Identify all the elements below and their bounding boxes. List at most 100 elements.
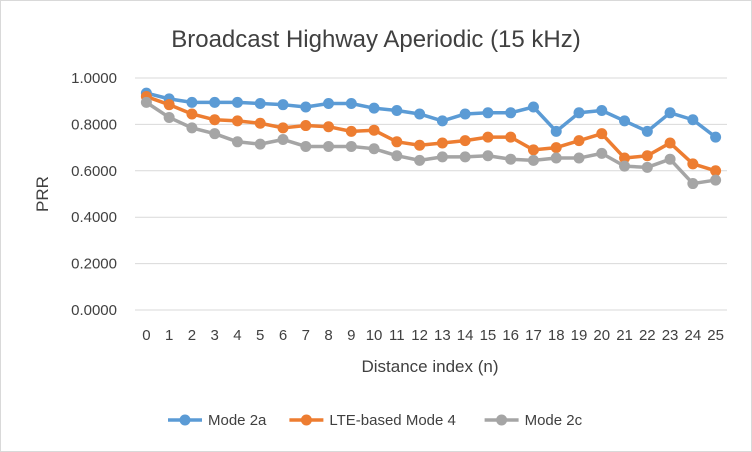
x-tick-label: 25 xyxy=(707,327,724,344)
data-point xyxy=(641,150,653,162)
x-tick-label: 15 xyxy=(480,327,497,344)
x-tick-label: 18 xyxy=(548,327,565,344)
x-tick-label: 21 xyxy=(616,327,633,344)
x-tick-label: 14 xyxy=(457,327,474,344)
data-point xyxy=(300,120,312,132)
legend-swatch-marker xyxy=(179,414,191,426)
data-point xyxy=(664,153,676,165)
data-point xyxy=(550,125,562,137)
x-tick-label: 20 xyxy=(593,327,610,344)
data-point xyxy=(619,115,631,127)
data-point xyxy=(186,122,198,134)
x-tick-label: 9 xyxy=(347,327,355,344)
data-point xyxy=(231,96,243,108)
data-point xyxy=(300,101,312,113)
legend-item: LTE-based Mode 4 xyxy=(289,412,456,429)
data-point xyxy=(459,151,471,163)
x-tick-label: 12 xyxy=(411,327,428,344)
legend: Mode 2a LTE-based Mode 4 Mode 2c xyxy=(168,412,583,429)
x-tick-label: 19 xyxy=(571,327,588,344)
x-tick-label: 11 xyxy=(389,327,405,344)
data-point xyxy=(459,108,471,120)
data-point xyxy=(573,152,585,164)
legend-label: Mode 2a xyxy=(208,412,267,429)
data-point xyxy=(436,137,448,149)
legend-swatch-marker xyxy=(300,414,312,426)
data-point xyxy=(414,139,426,151)
data-point xyxy=(664,137,676,149)
data-point xyxy=(209,128,221,140)
data-point xyxy=(368,143,380,155)
data-point xyxy=(414,154,426,166)
x-axis-ticks: 0 1 2 3 4 5 6 7 8 9 10 11 12 13 14 15 16 17 18 19 20 21 22 23 24… xyxy=(142,327,724,344)
data-point xyxy=(323,140,335,152)
data-point xyxy=(527,144,539,156)
data-point xyxy=(254,98,266,110)
data-point xyxy=(140,96,152,108)
y-tick-label: 0.2000 xyxy=(71,256,117,273)
data-point xyxy=(345,140,357,152)
data-point xyxy=(482,150,494,162)
data-point xyxy=(391,104,403,116)
data-point xyxy=(505,107,517,119)
y-tick-label: 0.8000 xyxy=(71,116,117,133)
data-point xyxy=(209,114,221,126)
data-point xyxy=(619,160,631,172)
series-lte-based-mode-4 xyxy=(140,91,722,177)
chart-title: Broadcast Highway Aperiodic (15 kHz) xyxy=(171,26,581,53)
data-point xyxy=(323,121,335,133)
x-tick-label: 10 xyxy=(366,327,383,344)
data-point xyxy=(323,98,335,110)
legend-label: LTE-based Mode 4 xyxy=(329,412,455,429)
data-point xyxy=(391,136,403,148)
y-tick-label: 0.6000 xyxy=(71,163,117,180)
legend-label: Mode 2c xyxy=(525,412,583,429)
x-tick-label: 17 xyxy=(525,327,542,344)
x-tick-label: 3 xyxy=(211,327,219,344)
data-point xyxy=(596,128,608,140)
data-point xyxy=(414,108,426,120)
data-point xyxy=(505,153,517,165)
data-point xyxy=(277,99,289,111)
data-point xyxy=(436,115,448,127)
data-point xyxy=(209,96,221,108)
data-point xyxy=(641,125,653,137)
data-point xyxy=(596,104,608,116)
x-tick-label: 0 xyxy=(142,327,150,344)
legend-item: Mode 2a xyxy=(168,412,267,429)
data-point xyxy=(550,152,562,164)
y-tick-label: 1.0000 xyxy=(71,70,117,87)
x-axis-label: Distance index (n) xyxy=(361,357,498,376)
data-point xyxy=(482,107,494,119)
legend-swatch-marker xyxy=(496,414,508,426)
series-mode-2c xyxy=(140,96,722,190)
y-axis-label: PRR xyxy=(33,176,52,212)
data-point xyxy=(550,142,562,154)
data-point xyxy=(710,131,722,143)
y-tick-label: 0.0000 xyxy=(71,302,117,319)
data-point xyxy=(664,107,676,119)
data-point xyxy=(687,178,699,190)
x-tick-label: 2 xyxy=(188,327,196,344)
x-tick-label: 8 xyxy=(324,327,332,344)
x-tick-label: 16 xyxy=(502,327,519,344)
x-tick-label: 22 xyxy=(639,327,656,344)
data-point xyxy=(573,135,585,147)
data-point xyxy=(505,131,517,143)
data-point xyxy=(254,117,266,129)
x-tick-label: 4 xyxy=(233,327,241,344)
data-point xyxy=(573,107,585,119)
data-point xyxy=(710,165,722,177)
series-mode-2a xyxy=(140,87,722,143)
data-point xyxy=(436,151,448,163)
x-tick-label: 5 xyxy=(256,327,264,344)
data-point xyxy=(368,102,380,114)
data-point xyxy=(345,98,357,110)
data-point xyxy=(641,161,653,173)
y-axis-ticks: 0.0000 0.2000 0.4000 0.6000 0.8000 1.0000 xyxy=(71,70,117,319)
data-point xyxy=(345,125,357,137)
data-point xyxy=(254,138,266,150)
data-point xyxy=(710,174,722,186)
